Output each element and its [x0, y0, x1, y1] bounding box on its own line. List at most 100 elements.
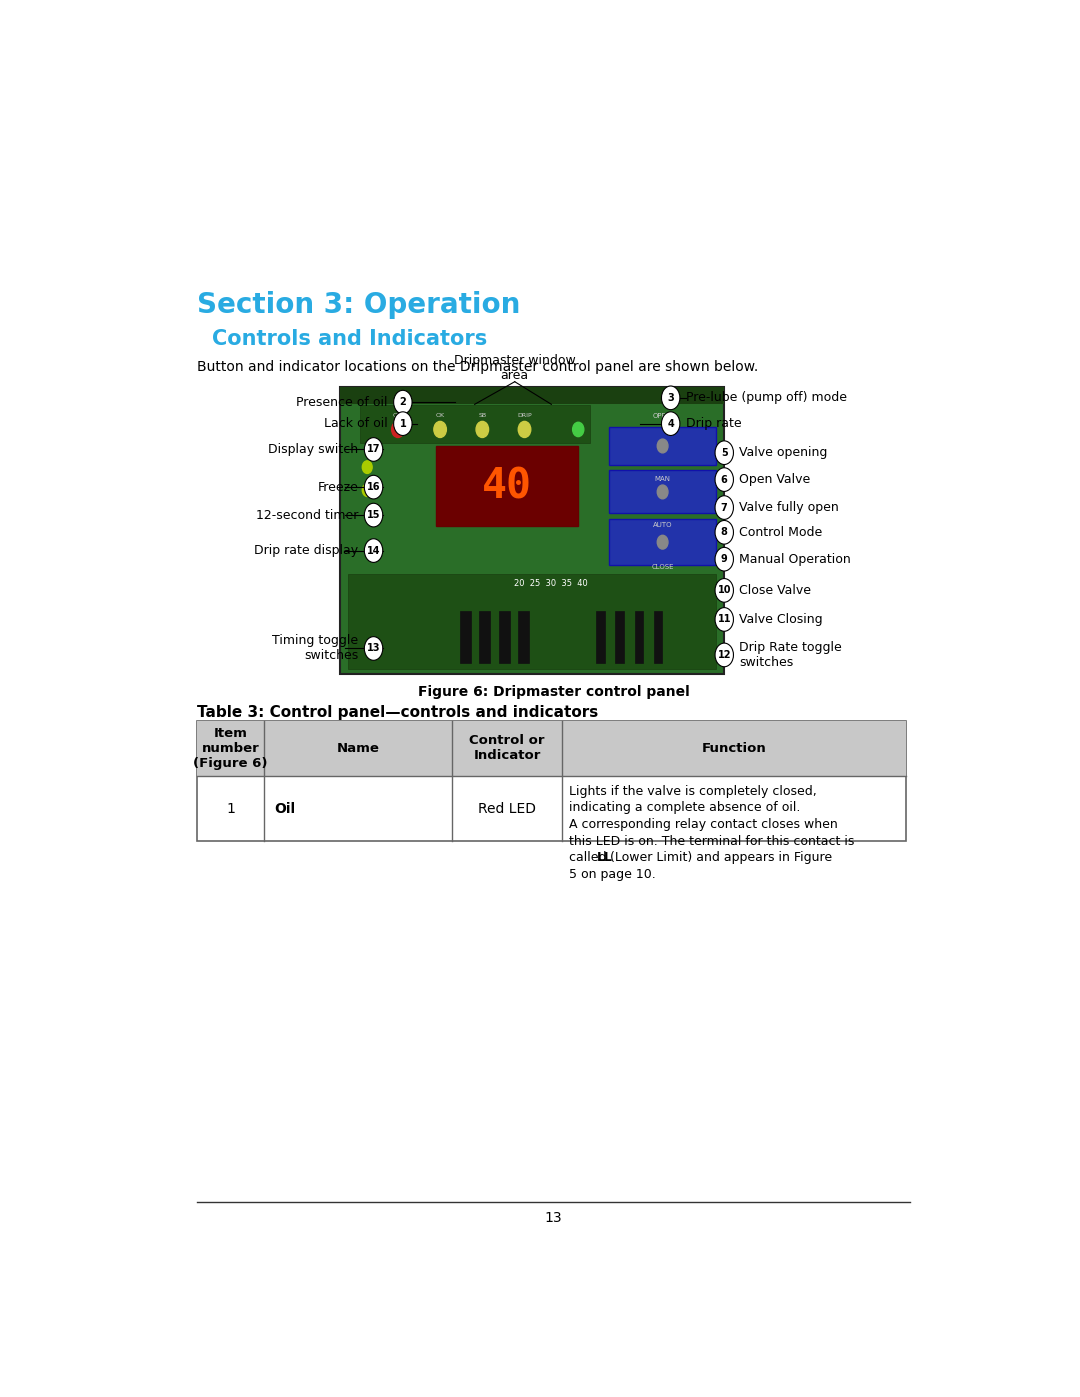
Text: 12: 12 [717, 650, 731, 659]
Circle shape [572, 422, 584, 437]
Text: 5 on page 10.: 5 on page 10. [569, 868, 656, 882]
Text: Valve Closing: Valve Closing [740, 613, 823, 626]
Text: Red LED: Red LED [478, 802, 537, 816]
Text: 12-second timer: 12-second timer [256, 509, 359, 521]
Text: Dripmaster window
area: Dripmaster window area [454, 353, 576, 381]
FancyBboxPatch shape [635, 610, 643, 662]
FancyBboxPatch shape [436, 446, 578, 527]
Text: 2: 2 [400, 397, 406, 407]
Text: Table 3: Control panel—controls and indicators: Table 3: Control panel—controls and indi… [197, 705, 598, 719]
Text: Lack of oil: Lack of oil [324, 418, 388, 430]
FancyBboxPatch shape [609, 471, 716, 514]
Text: 13: 13 [544, 1211, 563, 1225]
Text: 13: 13 [367, 644, 380, 654]
Circle shape [658, 535, 669, 549]
Text: Control or
Indicator: Control or Indicator [470, 735, 545, 763]
Text: 4: 4 [667, 419, 674, 429]
FancyBboxPatch shape [197, 721, 906, 775]
Circle shape [715, 441, 733, 465]
Text: Figure 6: Dripmaster control panel: Figure 6: Dripmaster control panel [418, 685, 689, 698]
Text: Presence of oil: Presence of oil [296, 395, 388, 409]
Text: Lights if the valve is completely closed,: Lights if the valve is completely closed… [569, 785, 816, 798]
Circle shape [364, 503, 382, 527]
FancyBboxPatch shape [480, 610, 490, 662]
Circle shape [476, 422, 488, 437]
Circle shape [715, 643, 733, 666]
Text: 8: 8 [720, 527, 728, 538]
FancyBboxPatch shape [360, 405, 590, 443]
Text: Valve fully open: Valve fully open [740, 502, 839, 514]
Circle shape [658, 439, 669, 453]
FancyBboxPatch shape [197, 721, 906, 841]
Text: 40: 40 [483, 465, 532, 507]
FancyBboxPatch shape [340, 387, 724, 675]
Text: Drip Rate toggle
switches: Drip Rate toggle switches [740, 641, 842, 669]
Text: 17: 17 [367, 444, 380, 454]
Text: 1: 1 [226, 802, 235, 816]
Text: indicating a complete absence of oil.: indicating a complete absence of oil. [569, 802, 800, 814]
Text: CLOSE: CLOSE [651, 563, 674, 570]
FancyBboxPatch shape [340, 387, 724, 404]
Circle shape [661, 412, 680, 436]
Circle shape [434, 422, 446, 437]
Circle shape [715, 521, 733, 545]
Text: Control Mode: Control Mode [740, 525, 823, 539]
FancyBboxPatch shape [460, 610, 471, 662]
Text: Name: Name [337, 742, 380, 754]
Circle shape [362, 483, 373, 496]
Text: 14: 14 [367, 546, 380, 556]
Text: A corresponding relay contact closes when: A corresponding relay contact closes whe… [569, 817, 838, 831]
Text: OPEN: OPEN [653, 412, 672, 419]
Text: Drip rate: Drip rate [686, 418, 741, 430]
Text: Manual Operation: Manual Operation [740, 553, 851, 566]
Text: 9: 9 [720, 555, 728, 564]
Circle shape [393, 390, 413, 414]
Circle shape [715, 548, 733, 571]
Text: LL: LL [597, 851, 612, 865]
Circle shape [518, 422, 530, 437]
FancyBboxPatch shape [348, 574, 716, 669]
FancyBboxPatch shape [517, 610, 529, 662]
Text: Display switch: Display switch [268, 443, 359, 455]
Circle shape [362, 461, 373, 474]
FancyBboxPatch shape [616, 610, 624, 662]
Text: 6: 6 [720, 475, 728, 485]
Circle shape [364, 437, 382, 461]
Text: 7: 7 [720, 503, 728, 513]
Circle shape [364, 539, 382, 563]
Text: 10: 10 [717, 585, 731, 595]
Circle shape [715, 578, 733, 602]
Circle shape [715, 468, 733, 492]
FancyBboxPatch shape [653, 610, 662, 662]
Text: 3: 3 [667, 393, 674, 402]
Circle shape [393, 412, 413, 436]
Text: this LED is on. The terminal for this contact is: this LED is on. The terminal for this co… [569, 834, 854, 848]
Text: 1: 1 [400, 419, 406, 429]
Text: 20  25  30  35  40: 20 25 30 35 40 [514, 580, 589, 588]
Text: Open Valve: Open Valve [740, 474, 811, 486]
Text: Oil: Oil [274, 802, 296, 816]
FancyBboxPatch shape [499, 610, 510, 662]
Text: Function: Function [702, 742, 767, 754]
Text: Drip rate display: Drip rate display [255, 543, 359, 557]
Circle shape [658, 485, 669, 499]
Text: Item
number
(Figure 6): Item number (Figure 6) [193, 726, 268, 770]
Circle shape [661, 386, 680, 409]
Text: MAN: MAN [654, 476, 671, 482]
FancyBboxPatch shape [596, 610, 605, 662]
Text: called: called [569, 851, 610, 865]
Circle shape [392, 422, 404, 437]
Text: Close Valve: Close Valve [740, 584, 811, 597]
Text: SB: SB [478, 414, 486, 418]
FancyBboxPatch shape [609, 427, 716, 465]
Text: 5: 5 [720, 447, 728, 458]
Text: OK: OK [435, 414, 445, 418]
Text: OIL: OIL [393, 414, 403, 418]
Text: AUTO: AUTO [653, 522, 673, 528]
FancyBboxPatch shape [609, 520, 716, 566]
Circle shape [364, 637, 382, 661]
Circle shape [715, 496, 733, 520]
Circle shape [364, 475, 382, 499]
Text: Freeze: Freeze [318, 481, 359, 493]
Text: Pre-lube (pump off) mode: Pre-lube (pump off) mode [686, 391, 847, 404]
